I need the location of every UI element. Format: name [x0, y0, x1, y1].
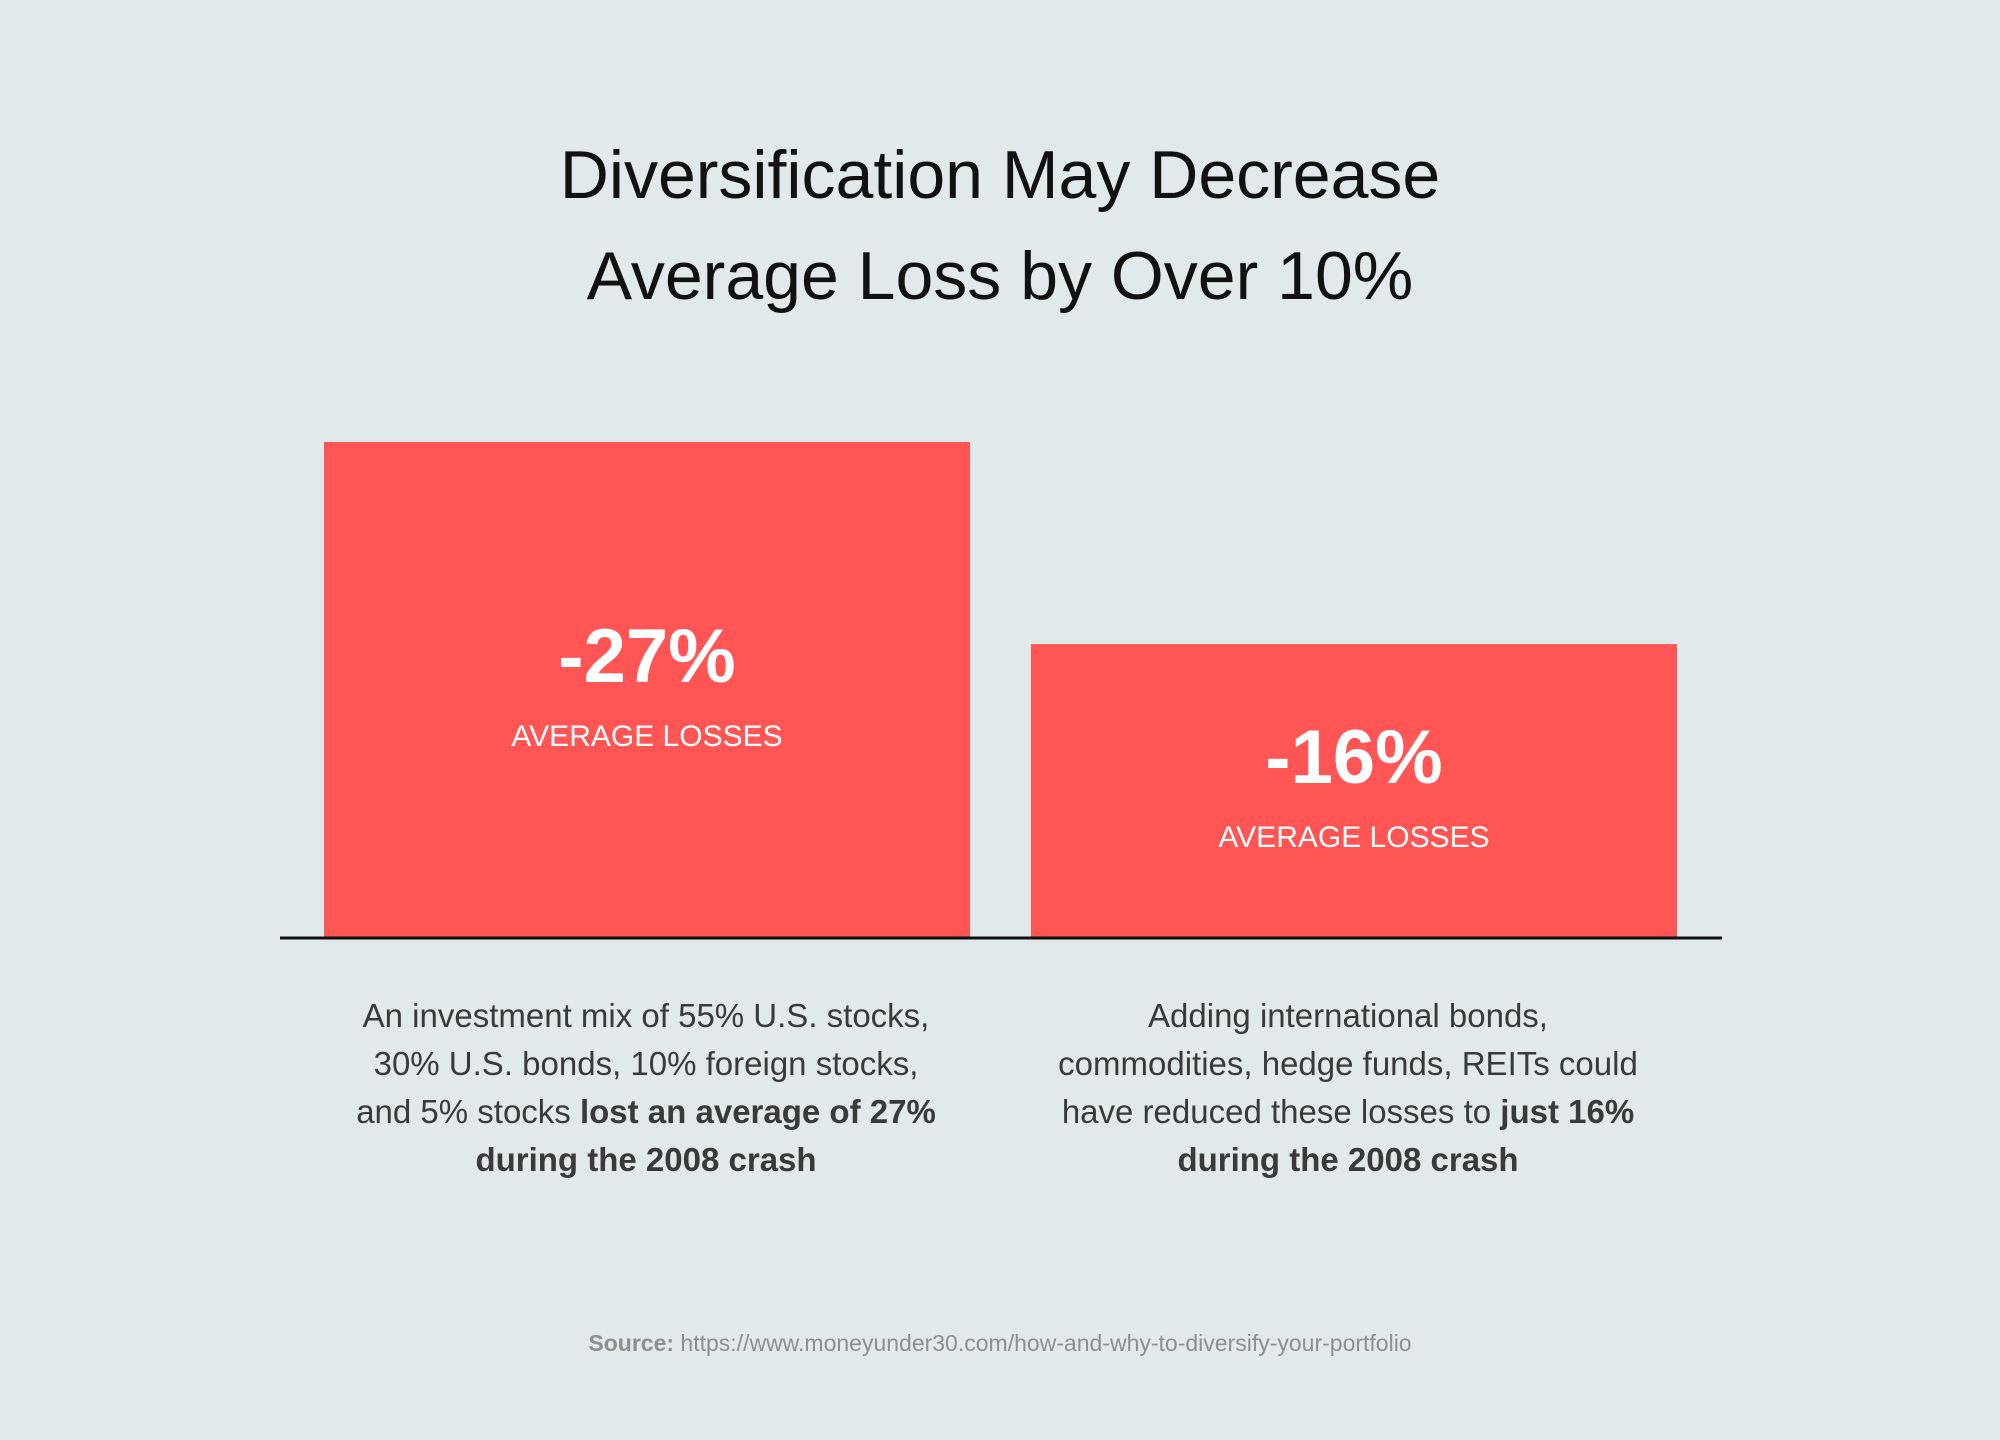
bar-2-description-line-4: during the 2008 crash: [1177, 1141, 1519, 1178]
bar-1-sublabel: AVERAGE LOSSES: [511, 720, 782, 753]
bar-2: [1031, 644, 1677, 938]
bar-1-description-highlight: lost an average of 27%: [579, 1093, 936, 1130]
source-label: Source:: [588, 1330, 675, 1356]
bar-2-description-line-1: Adding international bonds,: [1148, 997, 1548, 1034]
bar-1-value-label: -27%: [558, 614, 735, 699]
bar-2-sublabel: AVERAGE LOSSES: [1218, 821, 1489, 854]
bar-2-description-line-2: commodities, hedge funds, REITs could: [1058, 1045, 1638, 1082]
bar-1: [324, 442, 970, 938]
bar-1-description-line-1: An investment mix of 55% U.S. stocks,: [362, 997, 930, 1034]
source-url: https://www.moneyunder30.com/how-and-why…: [674, 1330, 1412, 1356]
bar-2-description-highlight: just 16%: [1500, 1093, 1635, 1130]
bar-1-description: An investment mix of 55% U.S. stocks, 30…: [296, 992, 996, 1184]
bar-1-description-line-2: 30% U.S. bonds, 10% foreign stocks,: [373, 1045, 919, 1082]
bar-2-description-line-3: have reduced these losses to: [1061, 1093, 1501, 1130]
bar-1-description-line-4: during the 2008 crash: [475, 1141, 817, 1178]
chart-title-line-1: Diversification May Decrease: [559, 137, 1441, 213]
bar-2-description: Adding international bonds, commodities,…: [998, 992, 1698, 1184]
chart-title-line-2: Average Loss by Over 10%: [586, 238, 1414, 314]
source-note: Source: https://www.moneyunder30.com/how…: [0, 1330, 2000, 1357]
bar-2-value-label: -16%: [1265, 715, 1442, 800]
bar-1-description-line-3: and 5% stocks: [356, 1093, 580, 1130]
chart-title: Diversification May Decrease Average Los…: [0, 125, 2000, 327]
